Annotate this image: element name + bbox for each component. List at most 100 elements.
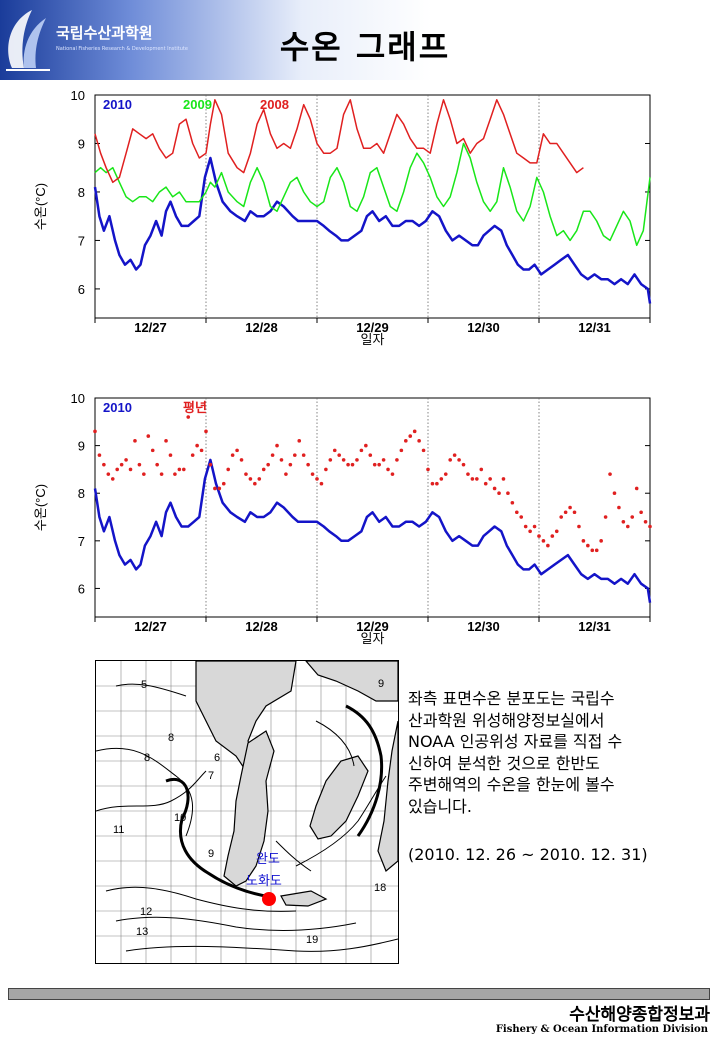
data-point-평년 bbox=[248, 477, 253, 481]
data-point-평년 bbox=[208, 462, 213, 467]
y-tick-label: 6 bbox=[78, 581, 85, 596]
y-tick-label: 7 bbox=[78, 233, 85, 248]
data-point-평년 bbox=[368, 453, 373, 457]
contour-label: 11 bbox=[113, 824, 124, 836]
data-point-평년 bbox=[288, 462, 293, 467]
data-point-평년 bbox=[586, 543, 590, 548]
y-axis-label: 수온(°C) bbox=[33, 484, 48, 531]
data-point-평년 bbox=[119, 462, 124, 467]
data-point-평년 bbox=[324, 467, 328, 472]
data-point-평년 bbox=[142, 472, 146, 476]
data-point-평년 bbox=[319, 481, 324, 486]
data-point-평년 bbox=[554, 529, 559, 534]
series-line-2010 bbox=[93, 156, 652, 304]
logo-subtitle: National Fisheries Research & Developmen… bbox=[56, 46, 188, 52]
data-point-평년 bbox=[546, 543, 550, 548]
x-tick-label: 12/31 bbox=[578, 320, 611, 335]
data-point-평년 bbox=[492, 486, 497, 491]
data-point-평년 bbox=[506, 491, 510, 496]
data-point-평년 bbox=[270, 453, 275, 457]
description-line: 있습니다. bbox=[408, 796, 472, 816]
data-point-평년 bbox=[541, 539, 546, 543]
data-point-평년 bbox=[439, 477, 444, 481]
data-point-평년 bbox=[337, 453, 342, 457]
place-label-wando: 완도 bbox=[256, 851, 280, 866]
contour-label: 9 bbox=[378, 678, 384, 690]
chart-temperature-2010-normal: 6 7 8 9 10 12/27 12/28 12/29 12/30 12/31 일자 수온(°C) 2… bbox=[33, 391, 652, 646]
data-point-평년 bbox=[235, 448, 239, 453]
institute-logo: 국립수산과학원 National Fisheries Research & De… bbox=[2, 2, 192, 74]
data-point-평년 bbox=[204, 429, 208, 434]
y-tick-label: 9 bbox=[78, 136, 85, 151]
data-point-평년 bbox=[412, 429, 417, 434]
data-point-평년 bbox=[612, 491, 617, 496]
map-isotherms bbox=[95, 683, 399, 952]
data-point-평년 bbox=[537, 534, 541, 538]
data-point-평년 bbox=[626, 524, 630, 529]
data-point-평년 bbox=[190, 453, 195, 457]
data-point-평년 bbox=[293, 453, 297, 457]
data-point-평년 bbox=[443, 472, 448, 476]
description-line: 주변해역의 수온을 한눈에 볼수 bbox=[408, 775, 615, 794]
data-point-평년 bbox=[128, 467, 133, 472]
data-point-평년 bbox=[550, 534, 555, 538]
data-point-평년 bbox=[390, 472, 395, 476]
data-point-평년 bbox=[346, 462, 350, 467]
data-point-평년 bbox=[310, 472, 315, 476]
chart-temperature-2010-2009-2008: 6 7 8 9 10 12/27 12/28 12/29 12/30 12/31 일자 수온(°C) 2… bbox=[33, 88, 652, 347]
data-point-평년 bbox=[377, 462, 381, 467]
x-tick-label: 12/28 bbox=[245, 320, 278, 335]
data-point-평년 bbox=[221, 481, 226, 486]
data-point-평년 bbox=[306, 462, 310, 467]
data-point-평년 bbox=[350, 462, 355, 467]
data-point-평년 bbox=[559, 515, 563, 519]
x-tick-label: 12/30 bbox=[467, 320, 500, 335]
data-point-평년 bbox=[532, 524, 537, 529]
x-tick-label: 12/29 bbox=[356, 320, 389, 335]
data-point-평년 bbox=[315, 477, 319, 481]
data-point-평년 bbox=[430, 481, 435, 486]
data-point-평년 bbox=[133, 439, 137, 443]
data-point-평년 bbox=[199, 448, 204, 453]
data-point-평년 bbox=[483, 481, 488, 486]
data-point-평년 bbox=[182, 467, 186, 472]
series-line-2008 bbox=[94, 99, 584, 184]
plot-frame bbox=[94, 94, 651, 319]
data-point-평년 bbox=[297, 439, 302, 443]
legend-entry-2008: 2008 bbox=[260, 97, 289, 112]
data-point-평년 bbox=[568, 505, 572, 510]
map-description: 좌측 표면수온 분포도는 국립수 산과학원 위성해양정보실에서 NOAA 인공위… bbox=[408, 688, 698, 817]
place-label-nohwado: 노화도 bbox=[246, 873, 282, 888]
x-tick-label: 12/27 bbox=[134, 320, 167, 335]
data-point-평년 bbox=[328, 458, 333, 462]
data-point-평년 bbox=[404, 439, 408, 443]
data-point-평년 bbox=[510, 500, 515, 505]
data-point-평년 bbox=[470, 477, 475, 481]
description-line: 신하여 분석한 것으로 한반도 bbox=[408, 753, 600, 773]
data-point-평년 bbox=[332, 448, 337, 453]
data-point-평년 bbox=[435, 481, 439, 486]
data-point-평년 bbox=[519, 515, 524, 519]
series-line-2009 bbox=[94, 142, 651, 247]
footer-division-english: Fishery & Ocean Information Division bbox=[495, 1024, 708, 1035]
data-point-평년 bbox=[523, 524, 528, 529]
contour-label: 6 bbox=[214, 752, 220, 764]
data-point-평년 bbox=[177, 467, 182, 472]
y-tick-label: 7 bbox=[78, 534, 85, 549]
data-point-평년 bbox=[106, 472, 111, 476]
data-point-평년 bbox=[381, 458, 386, 462]
footer-division-korean: 수산해양종합정보과 bbox=[569, 1005, 710, 1025]
data-point-평년 bbox=[617, 505, 621, 510]
data-point-평년 bbox=[497, 491, 501, 496]
y-tick-label: 6 bbox=[78, 282, 85, 297]
data-point-평년 bbox=[630, 515, 635, 519]
data-point-평년 bbox=[213, 486, 217, 491]
data-point-평년 bbox=[261, 467, 266, 472]
data-point-평년 bbox=[395, 458, 399, 462]
y-tick-label: 8 bbox=[78, 486, 85, 501]
data-point-평년 bbox=[581, 539, 586, 543]
data-point-평년 bbox=[590, 548, 595, 553]
data-point-평년 bbox=[643, 519, 648, 524]
legend-entry-2010: 2010 bbox=[103, 400, 132, 415]
series-line-2010 bbox=[93, 458, 652, 603]
